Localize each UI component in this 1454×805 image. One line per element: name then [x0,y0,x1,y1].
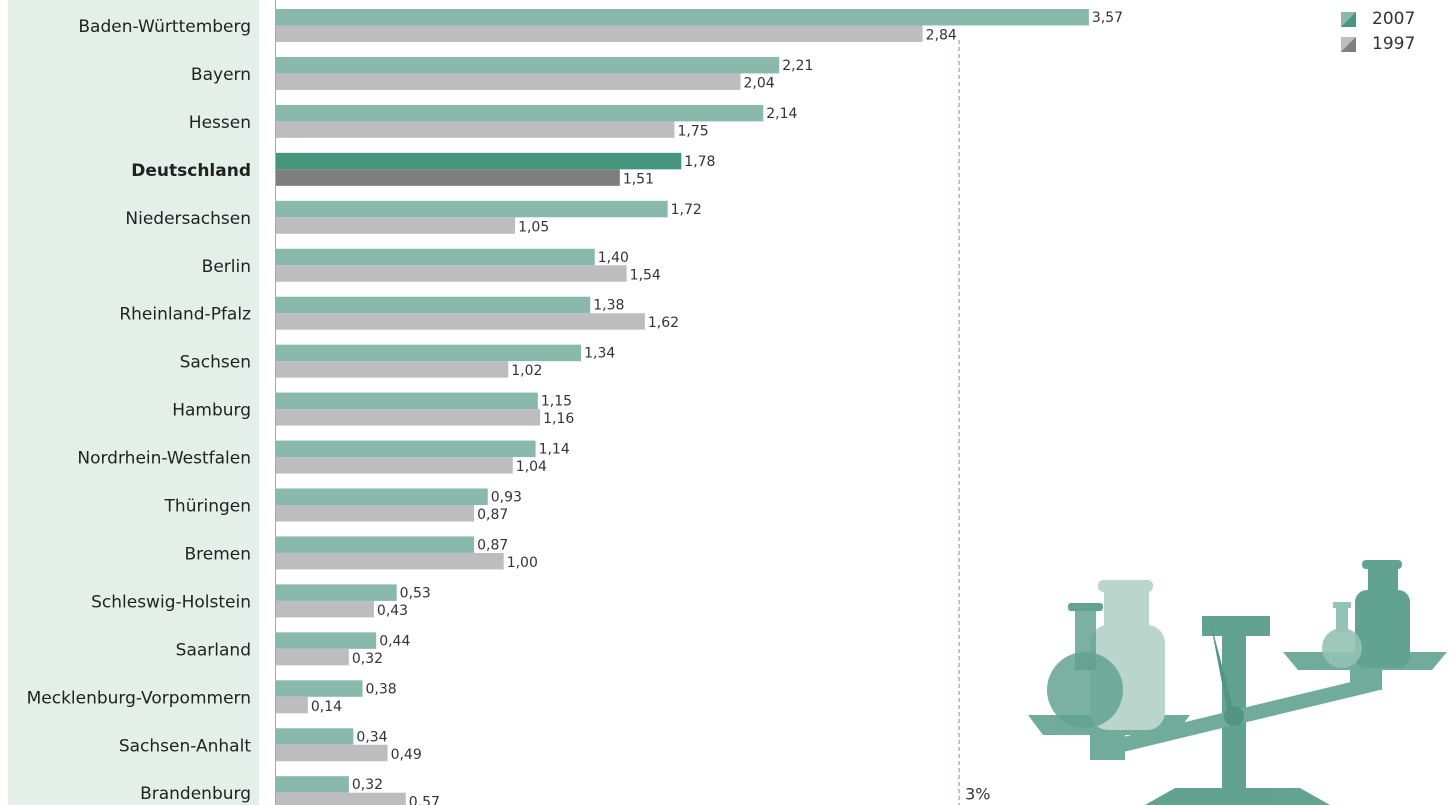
value-label: 0,44 [379,633,410,649]
bar [276,536,475,553]
bar [276,792,406,805]
value-label: 1,78 [684,154,715,170]
value-label: 1,00 [507,555,538,571]
category-label: Hamburg [172,401,251,421]
value-label: 2,14 [766,106,797,122]
category-label: Hessen [189,113,251,133]
reference-label: 3% [965,785,990,804]
value-label: 1,72 [671,202,702,218]
category-label: Baden-Württemberg [78,17,251,37]
bar [276,440,536,458]
legend-swatch-shade [1341,37,1356,52]
category-label: Bremen [184,544,251,564]
bar [276,152,682,170]
value-label: 0,38 [366,681,397,697]
value-label: 0,34 [356,729,387,745]
bar [276,409,541,426]
category-label: Nordrhein-Westfalen [77,449,251,469]
value-label: 1,54 [630,267,661,283]
value-label: 2,84 [926,28,957,44]
category-label: Rheinland-Pfalz [119,305,251,325]
bar [276,121,675,138]
category-label: Bayern [191,65,251,85]
bar [276,600,374,618]
value-label: 1,75 [677,123,708,139]
category-label: Deutschland [131,161,251,181]
value-label: 3,57 [1092,10,1123,26]
value-label: 1,38 [593,298,624,314]
value-label: 1,14 [539,442,570,458]
value-label: 2,21 [782,58,813,74]
value-label: 1,15 [541,394,572,410]
value-label: 1,05 [518,219,549,235]
value-label: 0,32 [352,777,383,793]
value-label: 0,87 [477,507,508,523]
bar [276,200,668,218]
category-label: Sachsen [180,353,251,373]
category-label: Brandenburg [140,784,251,804]
category-label: Mecklenburg-Vorpommern [27,688,251,708]
bar [276,680,363,697]
value-label: 1,16 [543,411,574,427]
bar [276,344,582,362]
bar [276,632,377,649]
value-label: 1,04 [516,459,547,475]
label-panel [8,0,259,805]
bar [276,217,516,234]
bar [276,457,513,474]
bar [276,25,923,42]
bar [276,776,349,793]
bar [276,73,741,90]
legend-swatch-shade [1341,12,1356,27]
value-label: 0,43 [377,603,408,619]
value-label: 1,62 [648,315,679,331]
category-label: Thüringen [164,497,251,517]
bar [276,169,620,186]
bar [276,392,538,410]
legend-label: 1997 [1372,34,1415,54]
value-label: 1,51 [623,171,654,187]
bar [276,248,595,266]
bar [276,56,780,74]
bar [276,696,308,714]
bar [276,265,627,282]
value-label: 0,87 [477,537,508,553]
value-label: 1,02 [511,363,542,379]
value-label: 2,04 [744,75,775,91]
bar [276,552,504,570]
bar [276,648,349,666]
illustration [1028,560,1447,805]
bar [276,584,397,601]
value-label: 0,32 [352,651,383,667]
bar [276,313,645,330]
value-label: 0,53 [400,585,431,601]
value-label: 1,40 [598,250,629,266]
category-label: Sachsen-Anhalt [119,736,251,756]
bar [276,728,354,745]
bar [276,505,475,522]
category-label: Berlin [202,257,251,277]
category-label: Saarland [176,640,251,660]
bar [276,744,388,762]
value-label: 1,34 [584,346,615,362]
legend-label: 2007 [1372,9,1415,29]
value-label: 0,93 [491,490,522,506]
bar [276,104,764,122]
bar [276,361,509,378]
bar [276,296,591,314]
bar [276,488,488,505]
value-label: 0,57 [409,795,440,805]
legend-item: 1997 [1341,34,1415,54]
value-label: 0,49 [391,747,422,763]
category-label: Schleswig-Holstein [91,592,251,612]
category-label: Niedersachsen [125,209,251,229]
bar [276,9,1089,26]
value-label: 0,14 [311,699,342,715]
legend-item: 2007 [1341,9,1415,29]
